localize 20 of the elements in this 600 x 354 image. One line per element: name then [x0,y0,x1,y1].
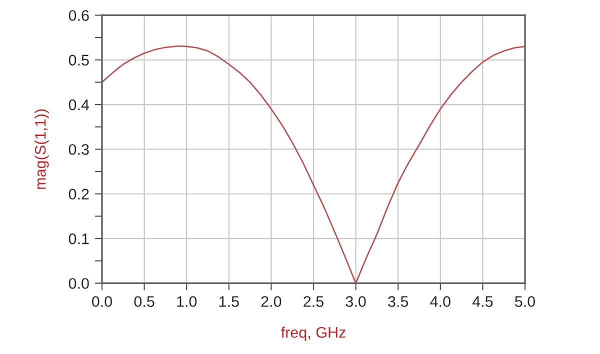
y-tick-label: 0.1 [68,233,89,244]
x-tick-label: 5.0 [514,296,536,307]
y-axis-title: mag(S(1,1)) [34,109,49,189]
x-tick-label: 0.0 [92,296,112,307]
y-tick-label: 0.2 [68,188,89,200]
x-tick-label: 0.5 [134,296,154,307]
x-axis-title: freq, GHz [281,326,346,341]
x-tick-label: 1.5 [219,296,239,307]
x-tick-label: 4.5 [472,296,493,307]
x-tick-label: 1.0 [177,296,197,307]
y-tick-label: 0.5 [68,54,89,66]
y-tick-label: 0.3 [68,144,89,155]
y-tick-label: 0.6 [68,10,89,21]
y-tick-label: 0.4 [68,99,90,110]
x-tick-label: 2.5 [304,296,324,307]
x-tick-label: 3.0 [346,296,366,307]
x-tick-label: 2.0 [261,296,282,307]
x-tick-label: 3.5 [388,296,408,307]
y-tick-label: 0.0 [68,278,89,289]
x-tick-label: 4.0 [430,296,450,307]
